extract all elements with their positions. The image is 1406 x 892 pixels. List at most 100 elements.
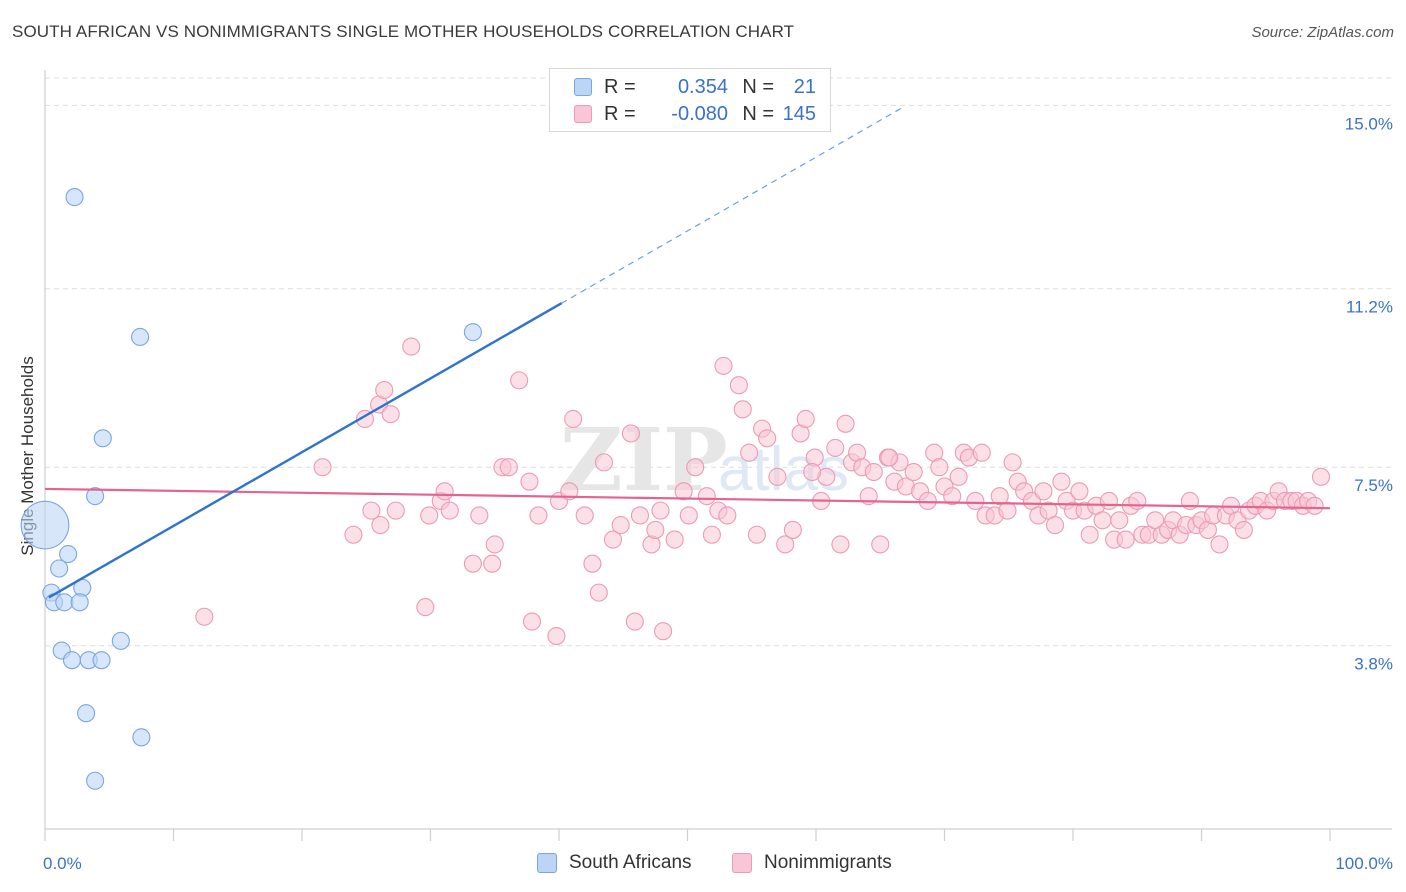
legend-r-label: R =: [604, 75, 636, 98]
nonimmigrants-point: [758, 429, 777, 448]
south-africans-point: [86, 771, 105, 790]
nonimmigrants-point: [697, 487, 716, 506]
nonimmigrants-point: [381, 405, 400, 424]
south-africans-point: [111, 631, 130, 650]
nonimmigrants-point: [589, 583, 608, 602]
nonimmigrants-point: [625, 612, 644, 631]
legend-item-nonimmigrants[interactable]: Nonimmigrants: [732, 852, 892, 874]
nonimmigrants-point: [651, 501, 670, 520]
nonimmigrants-point: [1311, 467, 1331, 486]
legend-r-value: -0.080: [671, 102, 728, 125]
south-africans-point: [77, 704, 96, 723]
nonimmigrants-point: [654, 622, 673, 641]
nonimmigrants-point: [371, 516, 390, 535]
nonimmigrants-point: [718, 506, 737, 525]
south-africans-point: [50, 559, 69, 578]
nonimmigrants-point: [575, 506, 594, 525]
legend-swatch-pink: [574, 105, 592, 123]
legend-n-value: 21: [793, 75, 816, 98]
nonimmigrants-point: [1034, 482, 1053, 501]
nonimmigrants-point: [499, 458, 518, 477]
nonimmigrants-point: [803, 462, 822, 482]
nonimmigrants-point: [836, 414, 855, 433]
nonimmigrants-point: [918, 491, 937, 511]
nonimmigrants-point: [1210, 535, 1229, 554]
nonimmigrants-point: [990, 487, 1009, 506]
nonimmigrants-point: [679, 506, 698, 525]
nonimmigrants-point: [375, 380, 394, 400]
nonimmigrants-point: [1116, 530, 1135, 549]
nonimmigrants-point: [864, 462, 883, 482]
y-tick-label: 3.8%: [1354, 655, 1393, 674]
nonimmigrants-point: [1070, 482, 1089, 501]
x-tick-label-start: 0.0%: [43, 854, 82, 873]
nonimmigrants-point: [880, 448, 899, 467]
nonimmigrants-point: [560, 482, 579, 501]
nonimmigrants-point: [420, 506, 439, 525]
south-africans-trend-extension: [561, 105, 905, 304]
south-africans-point: [463, 323, 482, 342]
x-tick-label-end: 100.0%: [1335, 854, 1393, 873]
nonimmigrants-point: [1128, 491, 1147, 511]
nonimmigrants-point: [783, 520, 802, 539]
nonimmigrants-point: [740, 443, 759, 462]
nonimmigrants-point: [747, 525, 766, 544]
nonimmigrants-point: [949, 467, 968, 486]
south-africans-point: [20, 500, 70, 550]
legend-r-value: 0.354: [677, 75, 728, 98]
nonimmigrants-trend-line: [44, 487, 1331, 510]
nonimmigrants-point: [1305, 496, 1324, 515]
nonimmigrants-point: [470, 506, 489, 525]
nonimmigrants-point: [463, 554, 482, 573]
nonimmigrants-point: [1099, 491, 1119, 511]
nonimmigrants-point: [702, 525, 721, 544]
nonimmigrants-point: [904, 462, 923, 482]
legend-label-south-africans: South Africans: [569, 852, 692, 873]
nonimmigrants-point: [930, 458, 949, 477]
nonimmigrants-point: [1052, 472, 1071, 491]
nonimmigrants-point: [313, 458, 332, 477]
south-africans-trend-line: [48, 302, 563, 599]
legend-label-nonimmigrants: Nonimmigrants: [764, 852, 892, 873]
nonimmigrants-point: [646, 520, 665, 539]
nonimmigrants-point: [594, 453, 614, 472]
nonimmigrants-point: [686, 458, 705, 477]
nonimmigrants-point: [776, 535, 795, 554]
nonimmigrants-point: [611, 516, 630, 535]
south-africans-point: [132, 728, 151, 747]
y-tick-label: 15.0%: [1345, 114, 1393, 133]
south-africans-point: [70, 593, 89, 612]
nonimmigrants-point: [1110, 511, 1129, 530]
y-tick-label: 11.2%: [1346, 298, 1393, 317]
correlation-legend: R = 0.354 N = 21 R = -0.080 N = 145: [549, 68, 831, 132]
nonimmigrants-point: [674, 482, 693, 501]
source-credit: Source: ZipAtlas.com: [1251, 24, 1394, 41]
legend-n-label: N =: [742, 75, 774, 98]
legend-row-south-africans: R = 0.354 N = 21: [574, 75, 816, 99]
legend-swatch-south-africans: [537, 853, 557, 873]
y-tick-label: 7.5%: [1354, 476, 1393, 495]
trend-lines: [44, 105, 1331, 599]
legend-row-nonimmigrants: R = -0.080 N = 145: [574, 102, 816, 126]
nonimmigrants-point: [402, 337, 421, 356]
series-legend: South Africans Nonimmigrants: [0, 852, 1406, 878]
nonimmigrants-point: [826, 438, 845, 457]
chart-title: SOUTH AFRICAN VS NONIMMIGRANTS SINGLE MO…: [12, 22, 795, 41]
nonimmigrants-point: [796, 409, 815, 429]
legend-n-label: N =: [742, 102, 774, 125]
legend-item-south-africans[interactable]: South Africans: [537, 852, 692, 874]
south-africans-point: [93, 429, 112, 448]
nonimmigrants-point: [1234, 520, 1253, 539]
nonimmigrants-point: [603, 530, 623, 549]
nonimmigrants-point: [440, 501, 459, 520]
nonimmigrants-point: [1093, 511, 1112, 530]
south-africans-point: [62, 651, 82, 670]
nonimmigrants-point: [714, 356, 733, 375]
nonimmigrants-point: [733, 400, 752, 419]
south-africans-point: [92, 651, 111, 670]
legend-swatch-blue: [574, 78, 592, 96]
nonimmigrants-point: [195, 607, 214, 626]
nonimmigrants-point: [416, 598, 435, 617]
legend-n-value: 145: [782, 102, 816, 125]
